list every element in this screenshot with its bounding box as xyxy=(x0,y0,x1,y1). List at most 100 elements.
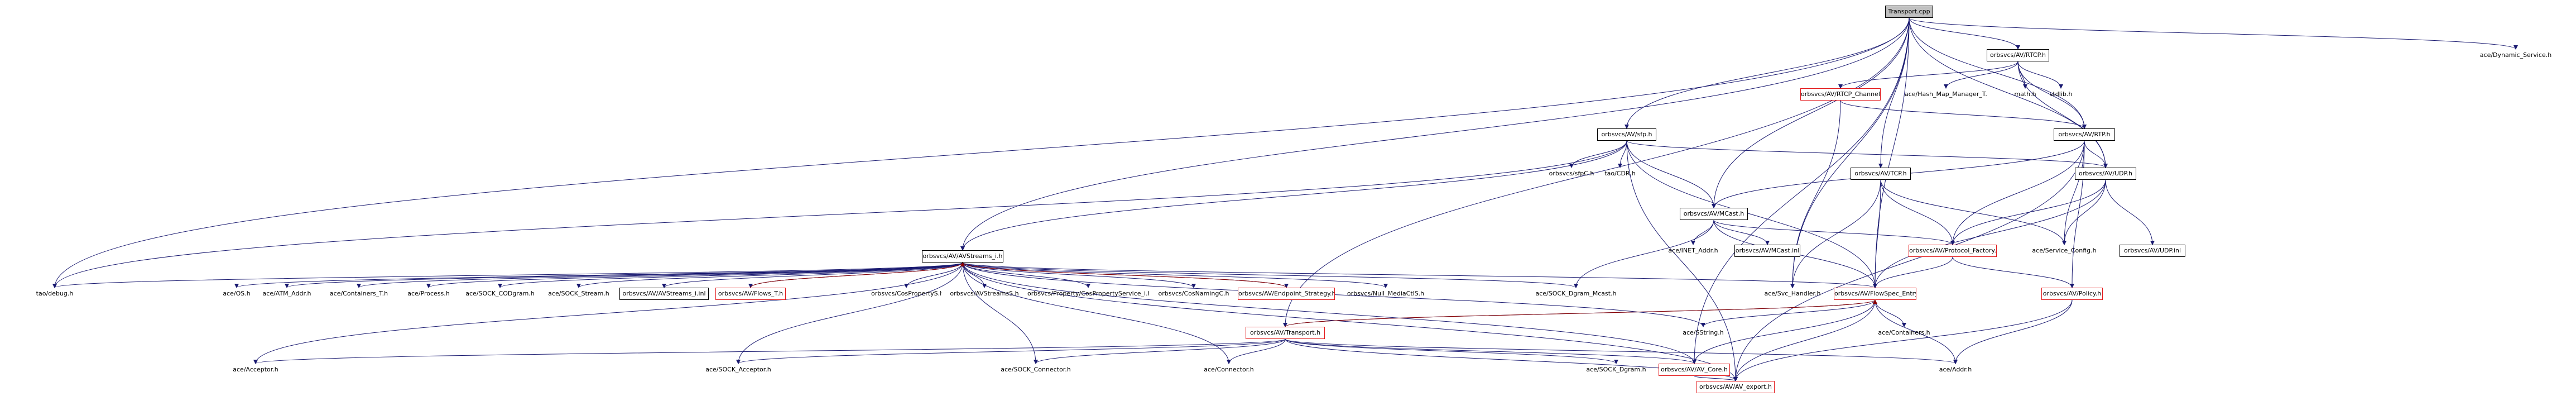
edge-av_avstreams_i-to-ace_process xyxy=(426,262,963,288)
edge-av_avstreams_i-to-null_mediactls xyxy=(962,262,1388,288)
node-cosnamingc[interactable]: orbsvcs/CosNamingC.h xyxy=(1158,290,1229,297)
edge-av_udp-to-av_udp_inl xyxy=(2105,179,2155,245)
node-ace-sock-connector[interactable]: ace/SOCK_Connector.h xyxy=(1001,366,1071,373)
node-ace-atm-addr[interactable]: ace/ATM_Addr.h xyxy=(262,290,311,297)
edge-transport_cpp-to-av_flowspec_entry xyxy=(1873,17,1910,288)
edge-av_transport-to-ace_sock_acceptor xyxy=(736,338,1286,364)
node-av-transport[interactable]: orbsvcs/AV/Transport.h xyxy=(1246,327,1325,339)
edge-av_rtp-to-ace_service_config xyxy=(2062,140,2085,245)
edge-av_avstreams_i-to-ace_sock_stream xyxy=(576,262,963,288)
edge-av_avstreams_i-to-av_avstreams_i_inl xyxy=(662,262,963,288)
node-av-udp-inl[interactable]: orbsvcs/AV/UDP.inl xyxy=(2120,245,2185,257)
edge-av_avstreams_i-to-av_flowspec_entry xyxy=(962,262,1877,288)
edge-av_avstreams_i-to-ace_atm_addr xyxy=(285,262,963,288)
edge-av_sfp-to-sfpc xyxy=(1569,140,1627,168)
node-av-flowspec-entry[interactable]: orbsvcs/AV/FlowSpec_Entry.h xyxy=(1834,288,1916,300)
edge-transport_cpp-to-av_transport xyxy=(1283,17,1910,327)
node-av-avstreams-i[interactable]: orbsvcs/AV/AVStreams_i.h xyxy=(922,250,1003,263)
node-math-h[interactable]: math.h xyxy=(2014,90,2036,98)
node-ace-containers-t[interactable]: ace/Containers_T.h xyxy=(329,290,388,297)
node-ace-svc-handler[interactable]: ace/Svc_Handler.h xyxy=(1764,290,1821,297)
edge-av_transport-to-ace_addr xyxy=(1285,338,1958,364)
edge-av_rtcp_channel-to-av_rtp xyxy=(1840,100,2087,129)
node-ace-sock-stream[interactable]: ace/SOCK_Stream.h xyxy=(548,290,609,297)
node-tao-cdr[interactable]: tao/CDR.h xyxy=(1604,170,1636,177)
edge-av_rtcp-to-av_udp xyxy=(2017,61,2108,168)
node-av-av-core[interactable]: orbsvcs/AV/AV_Core.h xyxy=(1659,364,1730,376)
edge-av_tcp-to-av_flowspec_entry xyxy=(1873,179,1881,288)
node-ace-sock-dgram[interactable]: ace/SOCK_Dgram.h xyxy=(1586,366,1646,373)
node-ace-service-config[interactable]: ace/Service_Config.h xyxy=(2032,247,2097,254)
node-ace-sock-codgram[interactable]: ace/SOCK_CODgram.h xyxy=(465,290,535,297)
node-cospropertys[interactable]: orbsvcs/CosPropertyS.h xyxy=(871,290,942,297)
node-ace-os[interactable]: ace/OS.h xyxy=(223,290,251,297)
edge-av_rtp-to-av_protocol_factory xyxy=(1950,140,2085,245)
edge-av_avstreams_i-to-av_av_export xyxy=(962,262,1738,381)
node-ace-sstring[interactable]: ace/SString.h xyxy=(1683,329,1724,336)
edge-av_flowspec_entry-to-av_av_export xyxy=(1733,299,1876,381)
node-av-mcast-inl[interactable]: orbsvcs/AV/MCast.inl xyxy=(1734,245,1800,257)
edge-transport_cpp-to-av_mcast xyxy=(1712,17,1910,208)
edge-av_avstreams_i-to-ace_sock_dgram_mcast xyxy=(962,262,1578,288)
edge-av_rtcp-to-av_rtcp_channel xyxy=(1838,61,2018,89)
edge-av_sfp-to-av_flowspec_entry xyxy=(1626,140,1877,288)
node-tao-debug[interactable]: tao/debug.h xyxy=(36,290,74,297)
node-av-tcp[interactable]: orbsvcs/AV/TCP.h xyxy=(1851,168,1911,180)
edge-av_sfp-to-av_avstreams_i xyxy=(960,140,1627,251)
edge-av_rtp-to-av_av_export xyxy=(1733,140,2085,381)
node-ace-process[interactable]: ace/Process.h xyxy=(407,290,450,297)
node-av-rtcp-channel[interactable]: orbsvcs/AV/RTCP_Channel.h xyxy=(1800,88,1881,101)
node-sfpc[interactable]: orbsvcs/sfpC.h xyxy=(1549,170,1594,177)
node-transport-cpp[interactable]: Transport.cpp xyxy=(1885,6,1933,18)
node-av-policy[interactable]: orbsvcs/AV/Policy.h xyxy=(2041,288,2103,300)
edge-av_mcast-to-av_mcast_inl xyxy=(1713,220,1770,245)
node-av-sfp[interactable]: orbsvcs/AV/sfp.h xyxy=(1597,128,1656,141)
node-ace-connector[interactable]: ace/Connector.h xyxy=(1204,366,1254,373)
edge-transport_cpp-to-av_avstreams_i xyxy=(960,17,1910,251)
edge-av_avstreams_i-to-ace_acceptor xyxy=(253,262,963,364)
edge-av_rtcp-to-stdlib_h xyxy=(2017,61,2063,89)
edge-transport_cpp-to-av_av_core xyxy=(1692,17,1910,364)
edge-av_policy-to-av_av_export xyxy=(1733,299,2073,381)
edge-av_transport-to-av_flowspec_entry xyxy=(1285,299,1877,327)
edge-av_udp-to-ace_service_config xyxy=(2062,179,2106,245)
node-ace-sock-acceptor[interactable]: ace/SOCK_Acceptor.h xyxy=(705,366,771,373)
node-ace-hash-map-manager-t[interactable]: ace/Hash_Map_Manager_T.h xyxy=(1905,90,1988,98)
edge-av_tcp-to-ace_svc_handler xyxy=(1790,179,1881,288)
node-ace-containers[interactable]: ace/Containers.h xyxy=(1878,329,1930,336)
edge-av_transport-to-ace_connector xyxy=(1227,338,1286,364)
edge-av_flowspec_entry-to-ace_sstring xyxy=(1701,299,1876,327)
edge-av_udp-to-av_protocol_factory xyxy=(1950,179,2106,245)
node-ace-net-addr[interactable]: ace/INET_Addr.h xyxy=(1668,247,1718,254)
node-av-rtcp[interactable]: orbsvcs/AV/RTCP.h xyxy=(1987,49,2049,61)
node-ace-sock-dgram-mcast[interactable]: ace/SOCK_Dgram_Mcast.h xyxy=(1535,290,1617,297)
edge-av_transport-to-ace_acceptor xyxy=(253,338,1286,364)
edge-av_transport-to-ace_sock_dgram xyxy=(1285,338,1618,364)
node-av-avstreams-i-inl[interactable]: orbsvcs/AV/AVStreams_i.inl xyxy=(619,288,709,300)
edge-av_avstreams_i-to-ace_sock_codgram xyxy=(498,262,963,288)
node-ace-acceptor[interactable]: ace/Acceptor.h xyxy=(233,366,278,373)
node-avstreamss[interactable]: orbsvcs/AVStreamsS.h xyxy=(950,290,1019,297)
node-av-av-export[interactable]: orbsvcs/AV/AV_export.h xyxy=(1696,381,1775,393)
edge-av_avstreams_i-to-cospropertyservice_i xyxy=(962,262,1090,288)
node-av-protocol-factory[interactable]: orbsvcs/AV/Protocol_Factory.h xyxy=(1909,245,1997,257)
node-av-flows-t[interactable]: orbsvcs/AV/Flows_T.h xyxy=(715,288,786,300)
edge-av_protocol_factory-to-av_flowspec_entry xyxy=(1873,256,1953,288)
edge-transport_cpp-to-tao_debug xyxy=(52,17,1910,288)
edge-av_sfp-to-av_av_export xyxy=(1626,140,1738,381)
edge-av_policy-to-ace_addr xyxy=(1953,299,2073,364)
node-cospropertyservice-i[interactable]: orbsvcs/Property/CosPropertyService_i.h xyxy=(1027,290,1150,297)
node-stdlib-h[interactable]: stdlib.h xyxy=(2049,90,2073,98)
node-ace-addr[interactable]: ace/Addr.h xyxy=(1939,366,1972,373)
edge-av_endpoint_strategy-to-av_avstreams_i xyxy=(960,262,1287,288)
node-av-endpoint-strategy[interactable]: orbsvcs/AV/Endpoint_Strategy.h xyxy=(1238,288,1335,300)
edge-av_transport-to-ace_sock_connector xyxy=(1034,338,1286,364)
edge-transport_cpp-to-ace_dynamic_service xyxy=(1909,17,2518,50)
node-ace-dynamic-service[interactable]: ace/Dynamic_Service.h xyxy=(2479,51,2552,59)
node-av-rtp[interactable]: orbsvcs/AV/RTP.h xyxy=(2054,128,2115,141)
edge-av_avstreams_i-to-ace_containers_t xyxy=(357,262,963,288)
node-av-udp[interactable]: orbsvcs/AV/UDP.h xyxy=(2075,168,2136,180)
node-null-mediactls[interactable]: orbsvcs/Null_MediaCtlS.h xyxy=(1347,290,1425,297)
node-av-mcast[interactable]: orbsvcs/AV/MCast.h xyxy=(1680,208,1748,220)
edge-transport_cpp-to-ace_svc_handler xyxy=(1790,17,1910,288)
